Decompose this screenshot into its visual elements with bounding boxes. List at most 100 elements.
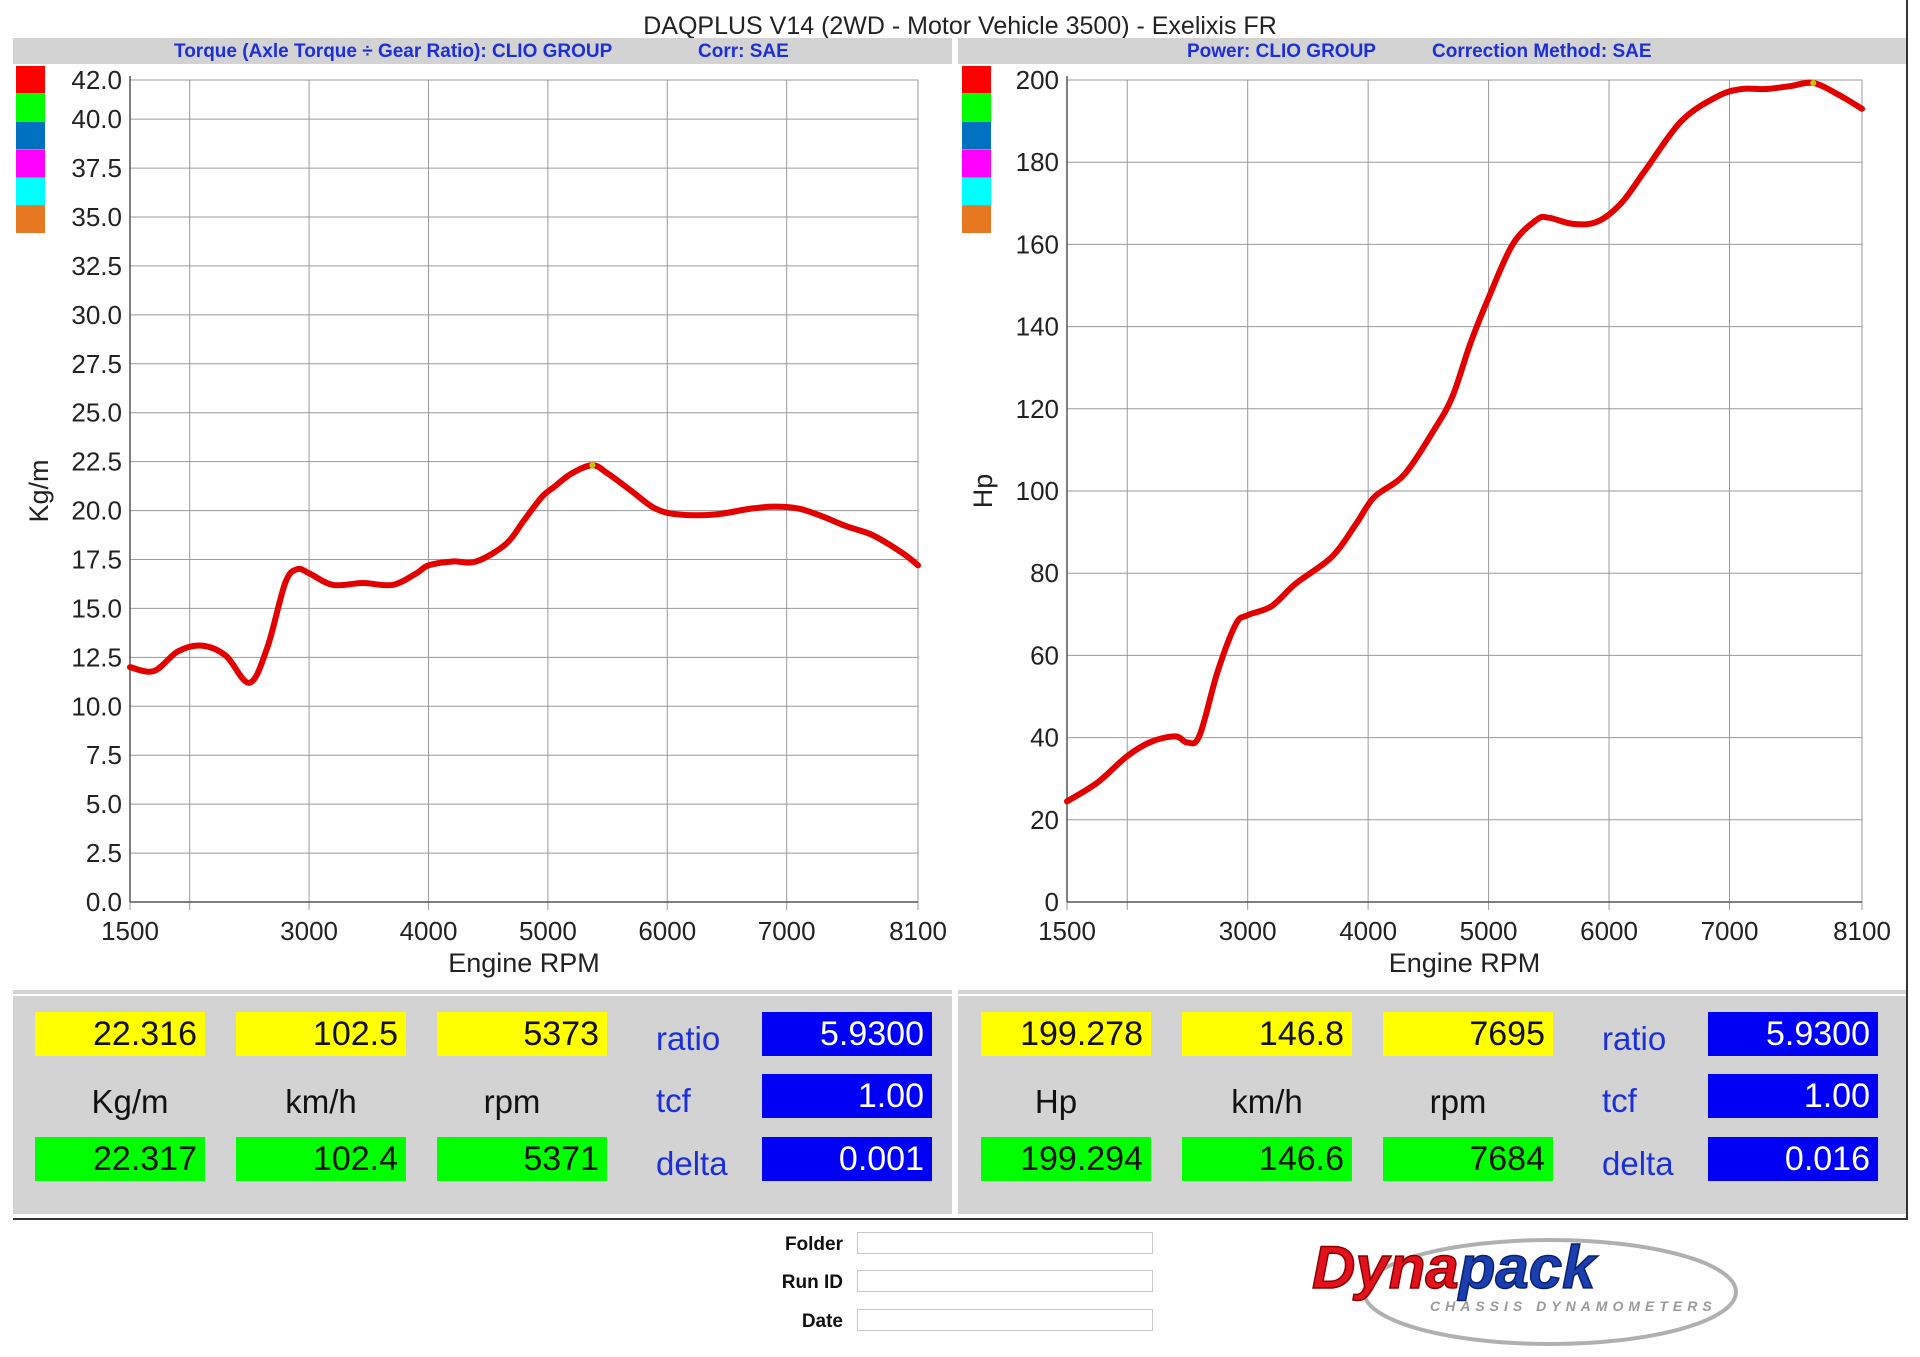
legend-swatch-magenta <box>16 150 45 178</box>
tcf-value: 1.00 <box>762 1074 932 1118</box>
left-chart-correction: Corr: SAE <box>698 41 789 62</box>
torque-y-tick-label: 20.0 <box>71 496 122 526</box>
torque-x-axis-label: Engine RPM <box>448 948 600 978</box>
right-plot-area <box>958 64 1907 990</box>
legend-swatch-cyan <box>962 178 991 206</box>
left-chart-subtitle: Torque (Axle Torque ÷ Gear Ratio): CLIO … <box>174 41 613 62</box>
rpm-value-run1: 5373 <box>437 1012 607 1056</box>
rpm-unit-label: rpm <box>483 1083 541 1120</box>
right-chart-subtitle: Power: CLIO GROUP <box>1187 41 1376 62</box>
power-x-tick-label: 1500 <box>1038 916 1096 946</box>
torque-y-tick-label: 27.5 <box>71 349 122 379</box>
torque-x-tick-label: 3000 <box>280 916 338 946</box>
tcf-label: tcf <box>656 1082 691 1119</box>
torque-x-tick-label: 4000 <box>400 916 458 946</box>
speed-value-run2: 146.6 <box>1182 1137 1352 1181</box>
rpm-value-run2: 7684 <box>1383 1137 1553 1181</box>
tcf-label: tcf <box>1602 1082 1637 1119</box>
legend-swatch-orange <box>962 206 991 233</box>
torque-y-tick-label: 5.0 <box>86 789 122 819</box>
power-value-run2: 199.294 <box>981 1137 1151 1181</box>
legend-swatch-blue <box>962 122 991 150</box>
torque-y-tick-label: 30.0 <box>71 300 122 330</box>
torque-series-line <box>127 462 921 686</box>
delta-label: delta <box>656 1145 728 1182</box>
folder-field[interactable] <box>857 1232 1153 1254</box>
legend-swatch-green <box>962 94 991 122</box>
power-x-tick-label: 7000 <box>1701 916 1759 946</box>
speed-value-run1: 146.8 <box>1182 1012 1352 1056</box>
torque-chart: 0.0 2.5 5.0 7.5 10.0 12.5 15.0 17.5 20.0 22.5 25.0… <box>24 65 947 978</box>
power-x-tick-label: 6000 <box>1580 916 1638 946</box>
folder-label: Folder <box>784 1234 843 1255</box>
right-edge-divider <box>1906 0 1908 1220</box>
torque-y-axis-label: Kg/m <box>24 459 54 522</box>
speed-unit-label: km/h <box>285 1083 357 1120</box>
delta-label: delta <box>1602 1145 1674 1182</box>
rpm-unit-label: rpm <box>1429 1083 1487 1120</box>
power-y-tick-label: 20 <box>1030 805 1059 835</box>
torque-y-tick-label: 17.5 <box>71 545 122 575</box>
left-plot-area <box>13 64 952 990</box>
rpm-value-run2: 5371 <box>437 1137 607 1181</box>
torque-y-tick-label: 10.0 <box>71 691 122 721</box>
delta-value: 0.016 <box>1708 1137 1878 1181</box>
right-legend-swatches <box>962 66 992 236</box>
legend-swatch-blue <box>16 122 45 150</box>
torque-y-tick-label: 22.5 <box>71 447 122 477</box>
power-x-tick-label: 4000 <box>1339 916 1397 946</box>
ratio-label: ratio <box>656 1020 721 1057</box>
ratio-value: 5.9300 <box>762 1012 932 1056</box>
power-y-tick-label: 40 <box>1030 723 1059 753</box>
power-x-tick-label: 5000 <box>1460 916 1518 946</box>
legend-swatch-orange <box>16 206 45 233</box>
logo-wordmark-dyna: Dynapack <box>1312 1234 1598 1301</box>
power-series-line <box>1064 79 1865 805</box>
torque-value-run1: 22.316 <box>35 1012 205 1056</box>
legend-swatch-red <box>16 66 45 94</box>
power-peak-marker <box>1810 79 1817 86</box>
run-id-label: Run ID <box>781 1272 843 1293</box>
legend-swatch-cyan <box>16 178 45 206</box>
power-unit-label: Hp <box>1034 1083 1078 1120</box>
torque-unit-label: Kg/m <box>91 1083 169 1120</box>
power-x-tick-label: 8100 <box>1833 916 1891 946</box>
torque-y-tick-label: 35.0 <box>71 202 122 232</box>
rpm-value-run1: 7695 <box>1383 1012 1553 1056</box>
power-y-tick-label: 120 <box>1016 394 1059 424</box>
torque-x-tick-label: 1500 <box>101 916 159 946</box>
torque-y-tick-label: 42.0 <box>71 65 122 95</box>
power-y-tick-label: 160 <box>1016 229 1059 259</box>
legend-swatch-magenta <box>962 150 991 178</box>
ratio-value: 5.9300 <box>1708 1012 1878 1056</box>
power-chart: 0 20 40 60 80 100 120 140 160 180 200 1500 3000 4000 5… <box>968 65 1891 978</box>
logo-swoosh <box>1362 1238 1738 1346</box>
power-y-tick-label: 80 <box>1030 558 1059 588</box>
delta-value: 0.001 <box>762 1137 932 1181</box>
speed-unit-label: km/h <box>1231 1083 1303 1120</box>
torque-y-tick-label: 32.5 <box>71 251 122 281</box>
legend-swatch-green <box>16 94 45 122</box>
power-x-tick-label: 3000 <box>1219 916 1277 946</box>
torque-value-run2: 22.317 <box>35 1137 205 1181</box>
dynapack-logo: Dynapack CHASSIS DYNAMOMETERS <box>1311 1233 1738 1346</box>
power-y-tick-label: 200 <box>1016 65 1059 95</box>
torque-y-tick-label: 0.0 <box>86 887 122 917</box>
torque-x-tick-label: 5000 <box>519 916 577 946</box>
tcf-value: 1.00 <box>1708 1074 1878 1118</box>
torque-x-tick-label: 8100 <box>889 916 947 946</box>
power-y-tick-label: 60 <box>1030 640 1059 670</box>
legend-swatch-red <box>962 66 991 94</box>
torque-y-tick-label: 15.0 <box>71 593 122 623</box>
power-y-tick-label: 100 <box>1016 476 1059 506</box>
torque-y-tick-label: 12.5 <box>71 642 122 672</box>
date-field[interactable] <box>857 1309 1153 1331</box>
run-id-field[interactable] <box>857 1270 1153 1292</box>
power-y-tick-label: 140 <box>1016 312 1059 342</box>
torque-y-tick-label: 37.5 <box>71 153 122 183</box>
speed-value-run1: 102.5 <box>236 1012 406 1056</box>
date-label: Date <box>801 1311 843 1332</box>
power-x-axis-label: Engine RPM <box>1389 948 1541 978</box>
ratio-label: ratio <box>1602 1020 1667 1057</box>
power-value-run1: 199.278 <box>981 1012 1151 1056</box>
